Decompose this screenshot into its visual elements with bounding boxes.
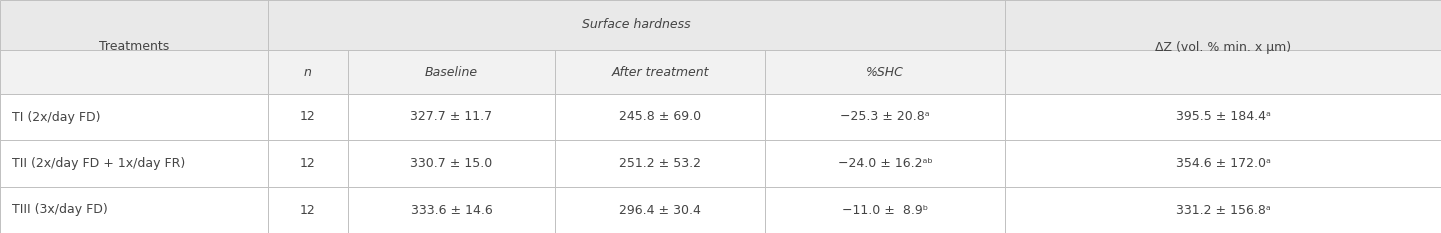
Text: Treatments: Treatments xyxy=(99,41,169,54)
Bar xyxy=(0,187,1441,233)
Text: %SHC: %SHC xyxy=(866,65,904,79)
Text: 333.6 ± 14.6: 333.6 ± 14.6 xyxy=(411,203,493,216)
Text: Surface hardness: Surface hardness xyxy=(582,18,690,31)
Text: 330.7 ± 15.0: 330.7 ± 15.0 xyxy=(411,157,493,170)
Text: TI (2x/day FD): TI (2x/day FD) xyxy=(12,110,101,123)
Text: 331.2 ± 156.8ᵃ: 331.2 ± 156.8ᵃ xyxy=(1176,203,1271,216)
Text: 395.5 ± 184.4ᵃ: 395.5 ± 184.4ᵃ xyxy=(1176,110,1271,123)
Text: TIII (3x/day FD): TIII (3x/day FD) xyxy=(12,203,108,216)
Text: 251.2 ± 53.2: 251.2 ± 53.2 xyxy=(620,157,700,170)
Text: TII (2x/day FD + 1x/day FR): TII (2x/day FD + 1x/day FR) xyxy=(12,157,186,170)
Text: 12: 12 xyxy=(300,203,316,216)
Text: −25.3 ± 20.8ᵃ: −25.3 ± 20.8ᵃ xyxy=(840,110,929,123)
Text: −11.0 ±  8.9ᵇ: −11.0 ± 8.9ᵇ xyxy=(842,203,928,216)
Text: −24.0 ± 16.2ᵃᵇ: −24.0 ± 16.2ᵃᵇ xyxy=(837,157,932,170)
Bar xyxy=(0,140,1441,187)
Text: 12: 12 xyxy=(300,157,316,170)
Text: 354.6 ± 172.0ᵃ: 354.6 ± 172.0ᵃ xyxy=(1176,157,1271,170)
Bar xyxy=(0,0,1441,50)
Bar xyxy=(0,50,1441,94)
Bar xyxy=(0,94,1441,140)
Text: 245.8 ± 69.0: 245.8 ± 69.0 xyxy=(620,110,702,123)
Text: After treatment: After treatment xyxy=(611,65,709,79)
Text: 296.4 ± 30.4: 296.4 ± 30.4 xyxy=(620,203,700,216)
Text: 327.7 ± 11.7: 327.7 ± 11.7 xyxy=(411,110,493,123)
Text: ΔZ (vol. % min. x μm): ΔZ (vol. % min. x μm) xyxy=(1154,41,1291,54)
Text: 12: 12 xyxy=(300,110,316,123)
Text: Baseline: Baseline xyxy=(425,65,478,79)
Text: n: n xyxy=(304,65,311,79)
